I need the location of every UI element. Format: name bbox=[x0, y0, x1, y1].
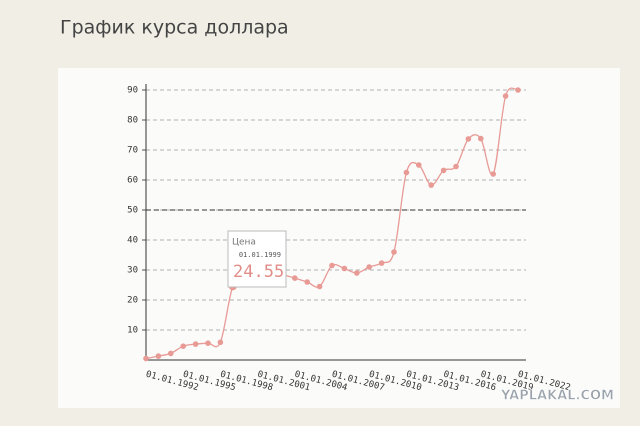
point bbox=[329, 262, 335, 269]
tooltip-box bbox=[227, 230, 287, 288]
point bbox=[502, 93, 509, 99]
point bbox=[217, 339, 224, 346]
y-tick-label: 50 bbox=[127, 206, 138, 216]
point bbox=[143, 355, 149, 362]
point bbox=[453, 163, 459, 170]
y-tick-label: 30 bbox=[127, 266, 138, 276]
y-tick-label: 70 bbox=[127, 146, 138, 156]
point bbox=[168, 350, 174, 357]
point bbox=[354, 270, 360, 276]
point bbox=[416, 162, 422, 168]
point bbox=[205, 340, 211, 347]
y-tick-label: 10 bbox=[127, 326, 138, 336]
point bbox=[155, 353, 162, 359]
y-tick-label: 20 bbox=[127, 296, 138, 306]
point bbox=[180, 343, 186, 350]
chart-panel bbox=[58, 68, 620, 408]
page-title: График курса доллара bbox=[60, 17, 289, 39]
point bbox=[515, 87, 521, 93]
point bbox=[341, 265, 348, 272]
tooltip-date: 01.01.1999 bbox=[239, 251, 281, 259]
point bbox=[391, 249, 397, 255]
point bbox=[378, 260, 385, 266]
tooltip-label: Цена bbox=[232, 238, 256, 248]
point bbox=[316, 283, 323, 290]
watermark: YAPLAKAL.COM bbox=[500, 389, 614, 404]
tooltip-value: 24.55 bbox=[233, 262, 284, 282]
point bbox=[192, 341, 199, 347]
point bbox=[465, 136, 472, 142]
y-tick-label: 60 bbox=[127, 176, 138, 186]
y-tick-label: 80 bbox=[127, 116, 138, 126]
point bbox=[403, 169, 410, 176]
y-tick-label: 40 bbox=[127, 236, 138, 246]
point bbox=[490, 171, 497, 177]
point bbox=[366, 264, 373, 270]
point bbox=[440, 167, 447, 174]
point bbox=[304, 279, 311, 285]
y-tick-label: 90 bbox=[127, 86, 138, 96]
tooltip: Цена 01.01.1999 24.55 bbox=[227, 230, 287, 288]
point bbox=[292, 275, 298, 281]
point bbox=[478, 135, 484, 142]
point bbox=[428, 182, 435, 188]
